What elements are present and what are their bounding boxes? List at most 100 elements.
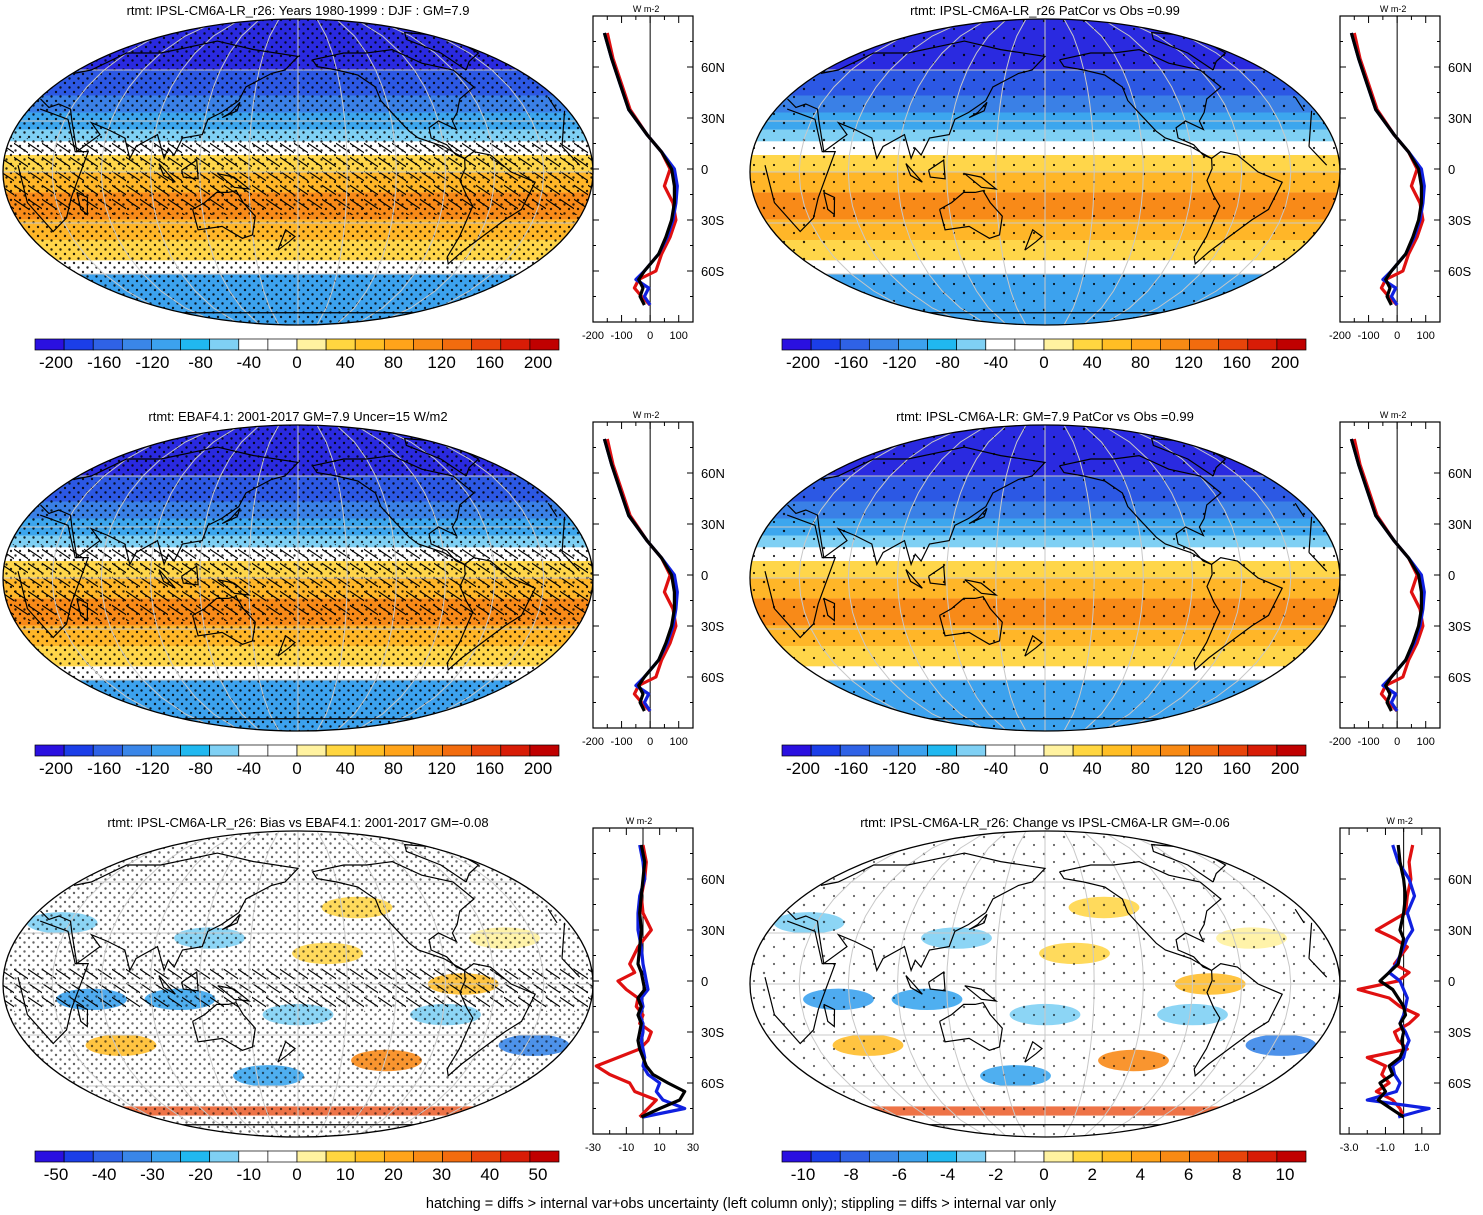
colorbar-segment xyxy=(781,744,812,757)
colorbar-label: 0 xyxy=(1039,353,1048,372)
graticule-meridian xyxy=(335,19,397,325)
graticule-meridian xyxy=(393,425,545,731)
colorbar-segment xyxy=(267,338,298,351)
colorbar-segment xyxy=(325,744,356,757)
colorbar-segment xyxy=(354,744,385,757)
colorbar-label: -120 xyxy=(135,353,169,372)
coastline xyxy=(764,108,1328,233)
coastline xyxy=(277,1040,296,1063)
profile-ytick-label: 60N xyxy=(701,466,725,481)
colorbar-label: -80 xyxy=(188,759,213,778)
panel-5: rtmt: IPSL-CM6A-LR_r26: Bias vs EBAF4.1:… xyxy=(2,815,725,1184)
colorbar-segment xyxy=(180,744,211,757)
colorbar-label: 160 xyxy=(476,759,504,778)
colorbar-label: -40 xyxy=(237,353,262,372)
graticule-meridian xyxy=(1082,425,1144,731)
coastline xyxy=(1024,228,1043,251)
profile-ytick-label: 30N xyxy=(701,517,725,532)
profile-unit: W m-2 xyxy=(1380,4,1407,14)
graticule-meridian xyxy=(847,831,970,1137)
colorbar-segment xyxy=(238,1150,269,1163)
colorbar-segment xyxy=(1247,338,1278,351)
graticule-meridian xyxy=(149,19,242,325)
graticule-meridian xyxy=(798,831,950,1137)
graticule-meridian xyxy=(1140,831,1292,1137)
colorbar-label: -200 xyxy=(39,353,73,372)
colorbar-segment xyxy=(121,744,152,757)
coastline xyxy=(217,579,252,596)
profile-ytick-label: 60S xyxy=(1448,264,1471,279)
profile-unit: W m-2 xyxy=(1380,410,1407,420)
profile-xtick-label: -3.0 xyxy=(1340,1142,1359,1154)
colorbar-segment xyxy=(209,338,240,351)
colorbar-segment xyxy=(1072,1150,1103,1163)
colorbar-segment xyxy=(1276,338,1307,351)
profile-line-ref xyxy=(602,438,676,712)
colorbar-segment xyxy=(471,744,502,757)
panel-4: rtmt: IPSL-CM6A-LR: GM=7.9 PatCor vs Obs… xyxy=(749,409,1472,778)
colorbar-segment xyxy=(985,338,1016,351)
profile-line-ref xyxy=(602,32,676,306)
profile-ytick-label: 30N xyxy=(1448,517,1472,532)
coastline xyxy=(823,1003,836,1028)
coastline xyxy=(217,173,252,190)
coastline xyxy=(221,913,241,931)
colorbar-label: 200 xyxy=(524,759,552,778)
graticule-meridian xyxy=(1140,19,1292,325)
profile-xtick-label: 100 xyxy=(670,736,688,748)
colorbar-segment xyxy=(1189,744,1220,757)
profile-line-ref xyxy=(636,844,687,1119)
colorbar-segment xyxy=(956,1150,987,1163)
colorbar-label: 160 xyxy=(1223,759,1251,778)
profile-unit: W m-2 xyxy=(633,410,660,420)
colorbar-segment xyxy=(413,338,443,351)
panel-title: rtmt: EBAF4.1: 2001-2017 GM=7.9 Uncer=15… xyxy=(148,409,447,424)
panel-1: rtmt: IPSL-CM6A-LR_r26: Years 1980-1999 … xyxy=(2,3,725,372)
profile-xtick-label: 0 xyxy=(647,736,653,748)
coastline xyxy=(158,163,176,183)
panel-6: rtmt: IPSL-CM6A-LR_r26: Change vs IPSL-C… xyxy=(749,815,1472,1184)
coastline xyxy=(40,40,558,161)
coastline xyxy=(823,191,836,216)
colorbar-label: 160 xyxy=(476,353,504,372)
colorbar-label: 6 xyxy=(1184,1165,1193,1184)
graticule-meridian xyxy=(393,19,545,325)
panel-title: rtmt: IPSL-CM6A-LR: GM=7.9 PatCor vs Obs… xyxy=(896,409,1194,424)
profile-xtick-label: -1.0 xyxy=(1376,1142,1395,1154)
coastline xyxy=(311,48,475,159)
coastline xyxy=(17,920,581,1045)
colorbar-label: -40 xyxy=(984,353,1009,372)
coastline xyxy=(446,556,537,671)
colorbar-segment xyxy=(354,338,385,351)
panel-3: rtmt: EBAF4.1: 2001-2017 GM=7.9 Uncer=15… xyxy=(2,409,725,778)
colorbar-segment xyxy=(1218,338,1249,351)
colorbar-segment xyxy=(296,744,327,757)
profile-xtick-label: -200 xyxy=(1329,330,1351,342)
colorbar-label: 0 xyxy=(292,759,301,778)
colorbar-label: -40 xyxy=(92,1165,117,1184)
colorbar-label: 20 xyxy=(384,1165,403,1184)
coastline xyxy=(181,971,199,992)
colorbar-segment xyxy=(1130,338,1161,351)
colorbar-segment xyxy=(413,1150,443,1163)
colorbar-label: -8 xyxy=(844,1165,859,1184)
colorbar-segment xyxy=(868,744,899,757)
profile-xtick-label: -30 xyxy=(585,1142,601,1154)
coastline xyxy=(905,975,923,995)
colorbar-label: -160 xyxy=(834,353,868,372)
colorbar-segment xyxy=(1043,1150,1074,1163)
colorbar-segment xyxy=(1218,1150,1249,1163)
profile-ytick-label: 30S xyxy=(701,619,724,634)
profile-ytick-label: 0 xyxy=(701,568,708,583)
colorbar-label: 4 xyxy=(1136,1165,1145,1184)
panel-2: rtmt: IPSL-CM6A-LR_r26 PatCor vs Obs =0.… xyxy=(749,3,1472,372)
colorbar-segment xyxy=(1014,1150,1045,1163)
graticule-meridian xyxy=(393,831,545,1137)
colorbar-segment xyxy=(354,1150,385,1163)
profile-ytick-label: 60N xyxy=(701,60,725,75)
colorbar-label: 40 xyxy=(1083,353,1102,372)
profile-xtick-label: -10 xyxy=(618,1142,634,1154)
profile-xtick-label: -100 xyxy=(611,736,633,748)
graticule-meridian xyxy=(149,831,242,1137)
colorbar-segment xyxy=(927,744,958,757)
